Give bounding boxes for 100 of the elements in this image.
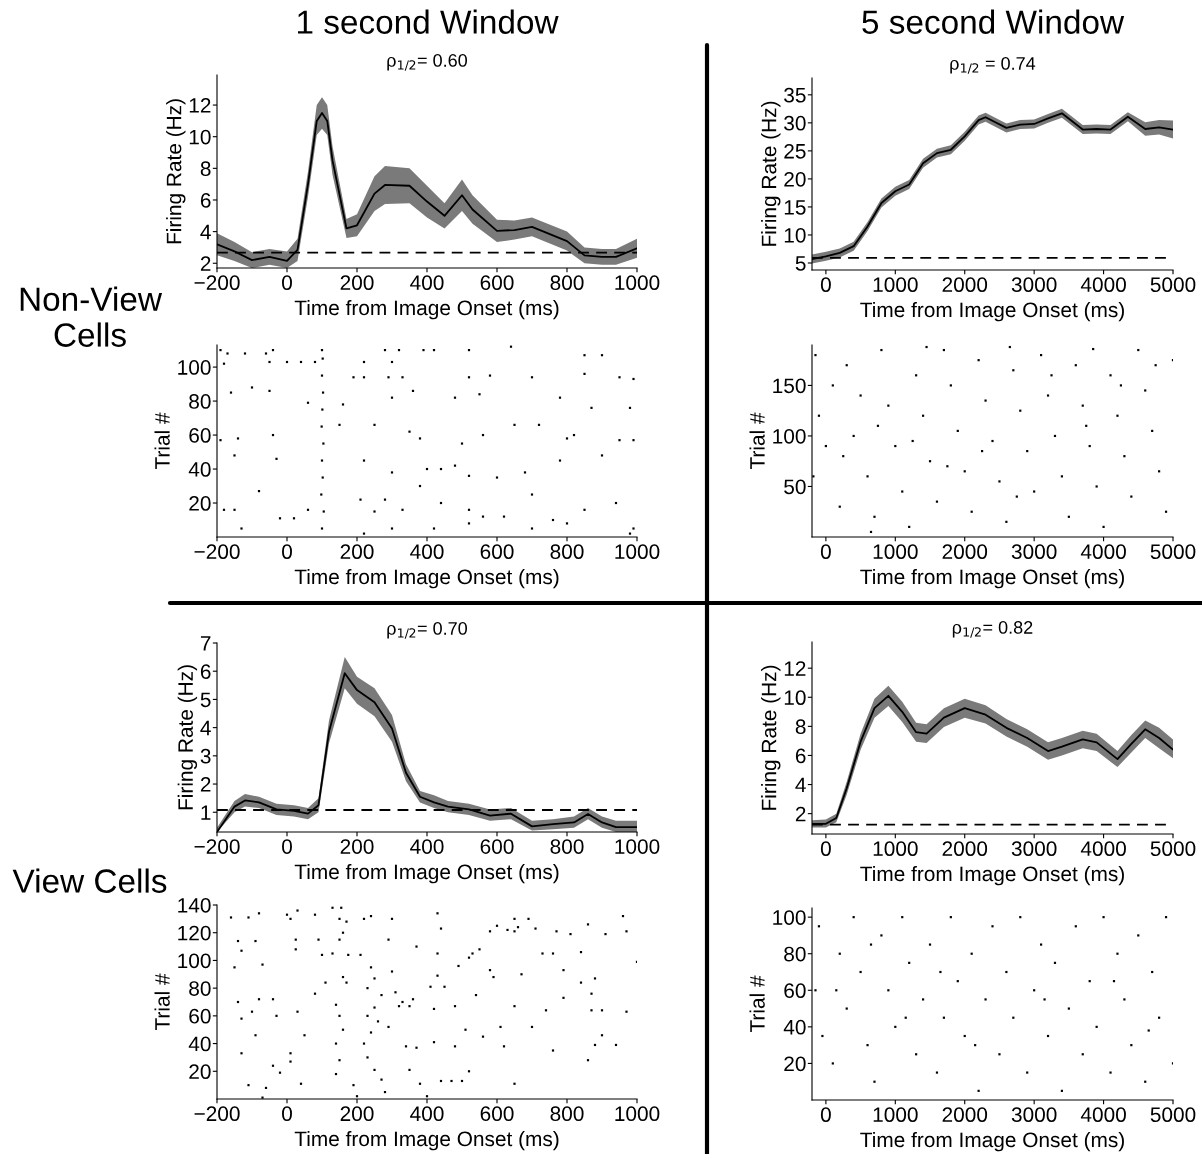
x-tick-label: 0 [820,277,831,293]
x-tick-label: 4000 [1080,841,1126,857]
x-tick-label: 1000 [615,544,660,560]
x-tick-label: 800 [550,544,584,560]
x-tick-label: 3000 [1011,841,1057,857]
x-tick-label: 3000 [1011,544,1057,560]
text: 5 second Window [862,9,1125,34]
x-tick-label: 5000 [1150,841,1196,857]
x-axis-title: Time from Image Onset (ms) [294,299,559,320]
y-tick-label: 8 [795,719,806,735]
x-tick-label: 2000 [942,1107,988,1123]
x-tick-label: 1000 [873,277,918,293]
y-axis-title: Trial # [749,412,765,470]
x-axis-title: Time from Image Onset (ms) [294,568,559,589]
x-tick-label: 0 [282,275,292,291]
y-tick-label: 12 [189,98,211,113]
y-tick-label: 6 [200,192,211,208]
x-tick-label: −200 [194,1106,240,1122]
x-tick-label: 2000 [942,544,988,560]
y-tick-label: 60 [189,428,211,443]
x-tick-label: 0 [282,1106,292,1122]
x-axis-title: Time from Image Onset (ms) [294,863,559,884]
y-tick-label: 40 [188,462,211,477]
chart-title: ρ$_{1/2}$= 0.82 [952,621,1033,638]
x-tick-label: 0 [282,544,292,560]
y-axis-title: Trial # [154,412,170,470]
x-axis-title: Time from Image Onset (ms) [860,301,1124,322]
x-axis-title: Time from Image Onset (ms) [860,568,1124,589]
y-tick-label: 100 [178,953,211,969]
y-tick-label: 3 [200,748,211,764]
y-tick-label: 120 [178,925,211,941]
y-tick-label: 5 [200,692,211,708]
x-tick-label: −200 [194,275,240,291]
y-tick-label: 15 [784,200,806,215]
y-tick-label: 10 [784,690,806,706]
y-tick-label: 25 [784,143,806,159]
y-tick-label: 20 [784,171,806,187]
y-axis-title: Trial # [154,973,170,1031]
x-tick-label: −200 [194,544,240,560]
y-tick-label: 10 [784,227,806,243]
x-tick-label: 0 [282,839,292,854]
x-tick-label: 200 [340,839,374,854]
y-tick-label: 20 [189,1064,211,1080]
x-tick-label: 800 [550,1106,584,1122]
x-tick-label: 4000 [1080,544,1126,560]
y-axis-title: Firing Rate (Hz) [177,665,198,810]
y-tick-label: 2 [200,777,211,792]
x-tick-label: 200 [340,275,374,291]
chart-title: ρ$_{1/2}$= 0.70 [387,622,468,639]
x-tick-label: 400 [410,544,444,560]
y-tick-label: 8 [200,161,211,177]
chart-title: ρ$_{1/2}$= 0.60 [387,54,468,71]
y-tick-label: 20 [189,496,211,511]
x-tick-label: 1000 [615,275,660,291]
x-tick-label: 600 [480,544,514,560]
x-axis-title: Time from Image Onset (ms) [294,1130,559,1151]
y-axis-title: Trial # [749,975,765,1033]
x-tick-label: 0 [820,1107,831,1123]
x-tick-label: 5000 [1150,1107,1196,1123]
y-tick-label: 10 [189,129,211,145]
y-tick-label: 7 [200,636,211,651]
x-axis-title: Time from Image Onset (ms) [860,1131,1124,1152]
y-tick-label: 80 [784,946,806,962]
chart-title: ρ$_{1/2}$ = 0.74 [950,57,1036,74]
y-tick-label: 20 [784,1056,806,1072]
x-tick-label: 600 [480,275,514,291]
y-tick-label: 40 [188,1036,211,1052]
y-tick-label: 4 [200,224,211,240]
y-tick-label: 50 [784,479,806,495]
y-tick-label: 60 [189,1008,211,1024]
x-tick-label: 0 [820,544,831,560]
y-tick-label: 12 [784,661,806,676]
x-tick-label: 4000 [1080,1107,1126,1123]
y-axis-title: Firing Rate (Hz) [166,99,186,244]
text: 1 second Window [298,9,559,34]
x-tick-label: 1000 [873,544,918,560]
text: View Cells [12,868,167,893]
x-tick-label: 600 [480,1106,514,1122]
x-tick-label: 400 [410,839,444,854]
y-tick-label: 100 [773,910,806,925]
y-tick-label: 4 [795,777,806,793]
x-tick-label: 1000 [615,839,660,854]
y-tick-label: 4 [200,720,211,736]
y-tick-label: 1 [201,805,211,820]
y-axis-title: Firing Rate (Hz) [761,665,781,810]
y-tick-label: 30 [784,115,806,131]
y-tick-label: 2 [795,806,806,822]
y-tick-label: 140 [178,898,211,913]
x-tick-label: 1000 [873,1107,918,1123]
x-tick-label: 5000 [1150,277,1196,293]
x-axis-title: Time from Image Onset (ms) [860,865,1124,886]
y-tick-label: 80 [189,981,211,996]
x-tick-label: 0 [820,841,831,857]
x-tick-label: 200 [340,1106,374,1122]
x-tick-label: 5000 [1150,544,1196,560]
x-tick-label: 1000 [615,1106,660,1122]
x-tick-label: 600 [480,839,514,854]
y-tick-label: 5 [795,256,806,271]
x-tick-label: 2000 [942,841,988,857]
text: Non-View Cells [20,286,163,347]
